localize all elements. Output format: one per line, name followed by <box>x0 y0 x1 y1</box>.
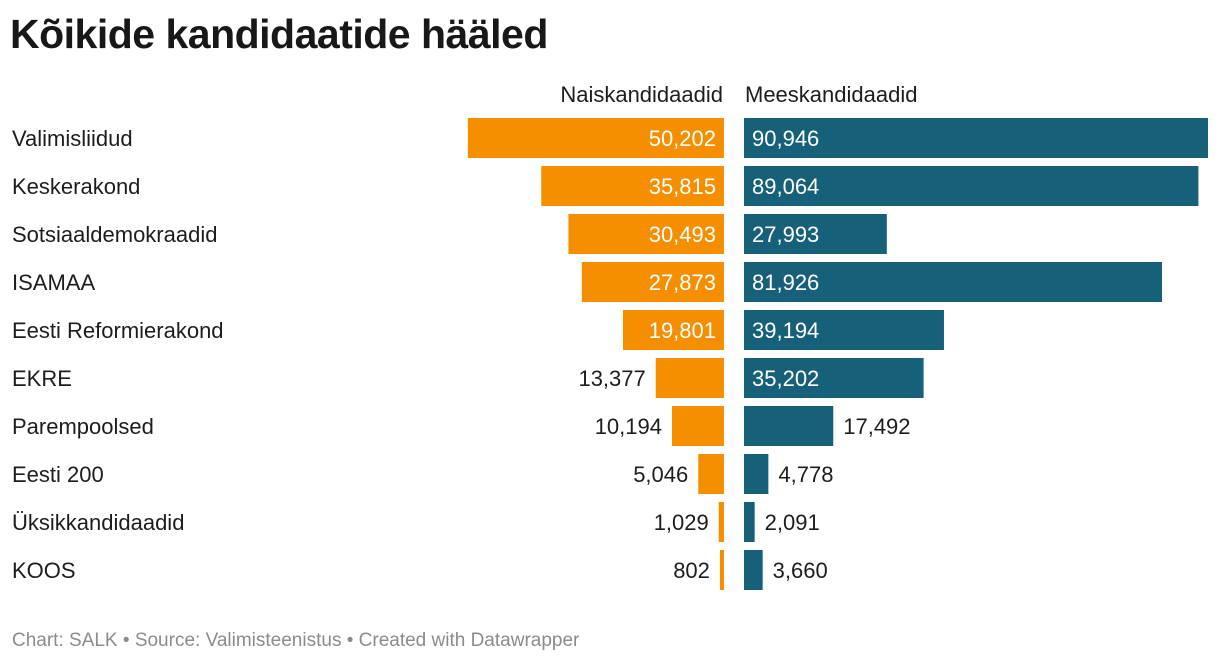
value-label-men: 90,946 <box>752 126 819 151</box>
bar-women <box>671 406 724 446</box>
bar-women <box>718 502 724 542</box>
value-label-men: 2,091 <box>765 510 820 535</box>
category-label: Parempoolsed <box>12 414 154 439</box>
bar-women <box>541 166 724 206</box>
bar-women <box>581 262 724 302</box>
value-label-men: 3,660 <box>773 558 828 583</box>
bar-men <box>744 358 924 398</box>
series-header-men: Meeskandidaadid <box>745 82 917 107</box>
value-label-women: 13,377 <box>578 366 645 391</box>
value-label-men: 27,993 <box>752 222 819 247</box>
chart-rows: Valimisliidud 50,202 90,946 Keskerakond 35,8… <box>12 118 1208 590</box>
value-label-women: 27,873 <box>649 270 716 295</box>
chart-footer: Chart: SALK • Source: Valimisteenistus •… <box>12 630 580 651</box>
value-label-women: 802 <box>673 558 710 583</box>
bar-men <box>744 454 769 494</box>
value-label-women: 50,202 <box>649 126 716 151</box>
bar-men <box>744 406 834 446</box>
bar-men <box>744 550 763 590</box>
bar-men <box>744 118 1208 158</box>
series-header-women: Naiskandidaadid <box>560 82 723 107</box>
category-label: EKRE <box>12 366 72 391</box>
value-label-men: 39,194 <box>752 318 819 343</box>
bar-women <box>655 358 724 398</box>
category-label: Sotsiaaldemokraadid <box>12 222 217 247</box>
bar-women <box>698 454 724 494</box>
category-label: Keskerakond <box>12 174 140 199</box>
value-label-women: 1,029 <box>654 510 709 535</box>
category-label: KOOS <box>12 558 76 583</box>
bar-women <box>719 550 724 590</box>
category-label: Valimisliidud <box>12 126 133 151</box>
category-label: Eesti 200 <box>12 462 104 487</box>
value-label-women: 10,194 <box>595 414 662 439</box>
bar-men <box>744 262 1162 302</box>
category-label: ISAMAA <box>12 270 95 295</box>
value-label-women: 35,815 <box>649 174 716 199</box>
bar-men <box>744 502 755 542</box>
chart-title: Kõikide kandidaatide hääled <box>10 11 548 57</box>
bar-women <box>622 310 724 350</box>
bar-women <box>568 214 724 254</box>
value-label-men: 35,202 <box>752 366 819 391</box>
bar-men <box>744 166 1199 206</box>
category-label: Eesti Reformierakond <box>12 318 224 343</box>
value-label-women: 19,801 <box>649 318 716 343</box>
value-label-men: 4,778 <box>778 462 833 487</box>
bar-men <box>744 310 944 350</box>
bar-women <box>467 118 724 158</box>
value-label-women: 30,493 <box>649 222 716 247</box>
value-label-men: 17,492 <box>843 414 910 439</box>
value-label-men: 81,926 <box>752 270 819 295</box>
value-label-women: 5,046 <box>633 462 688 487</box>
bar-men <box>744 214 887 254</box>
category-label: Üksikkandidaadid <box>12 510 184 535</box>
value-label-men: 89,064 <box>752 174 819 199</box>
